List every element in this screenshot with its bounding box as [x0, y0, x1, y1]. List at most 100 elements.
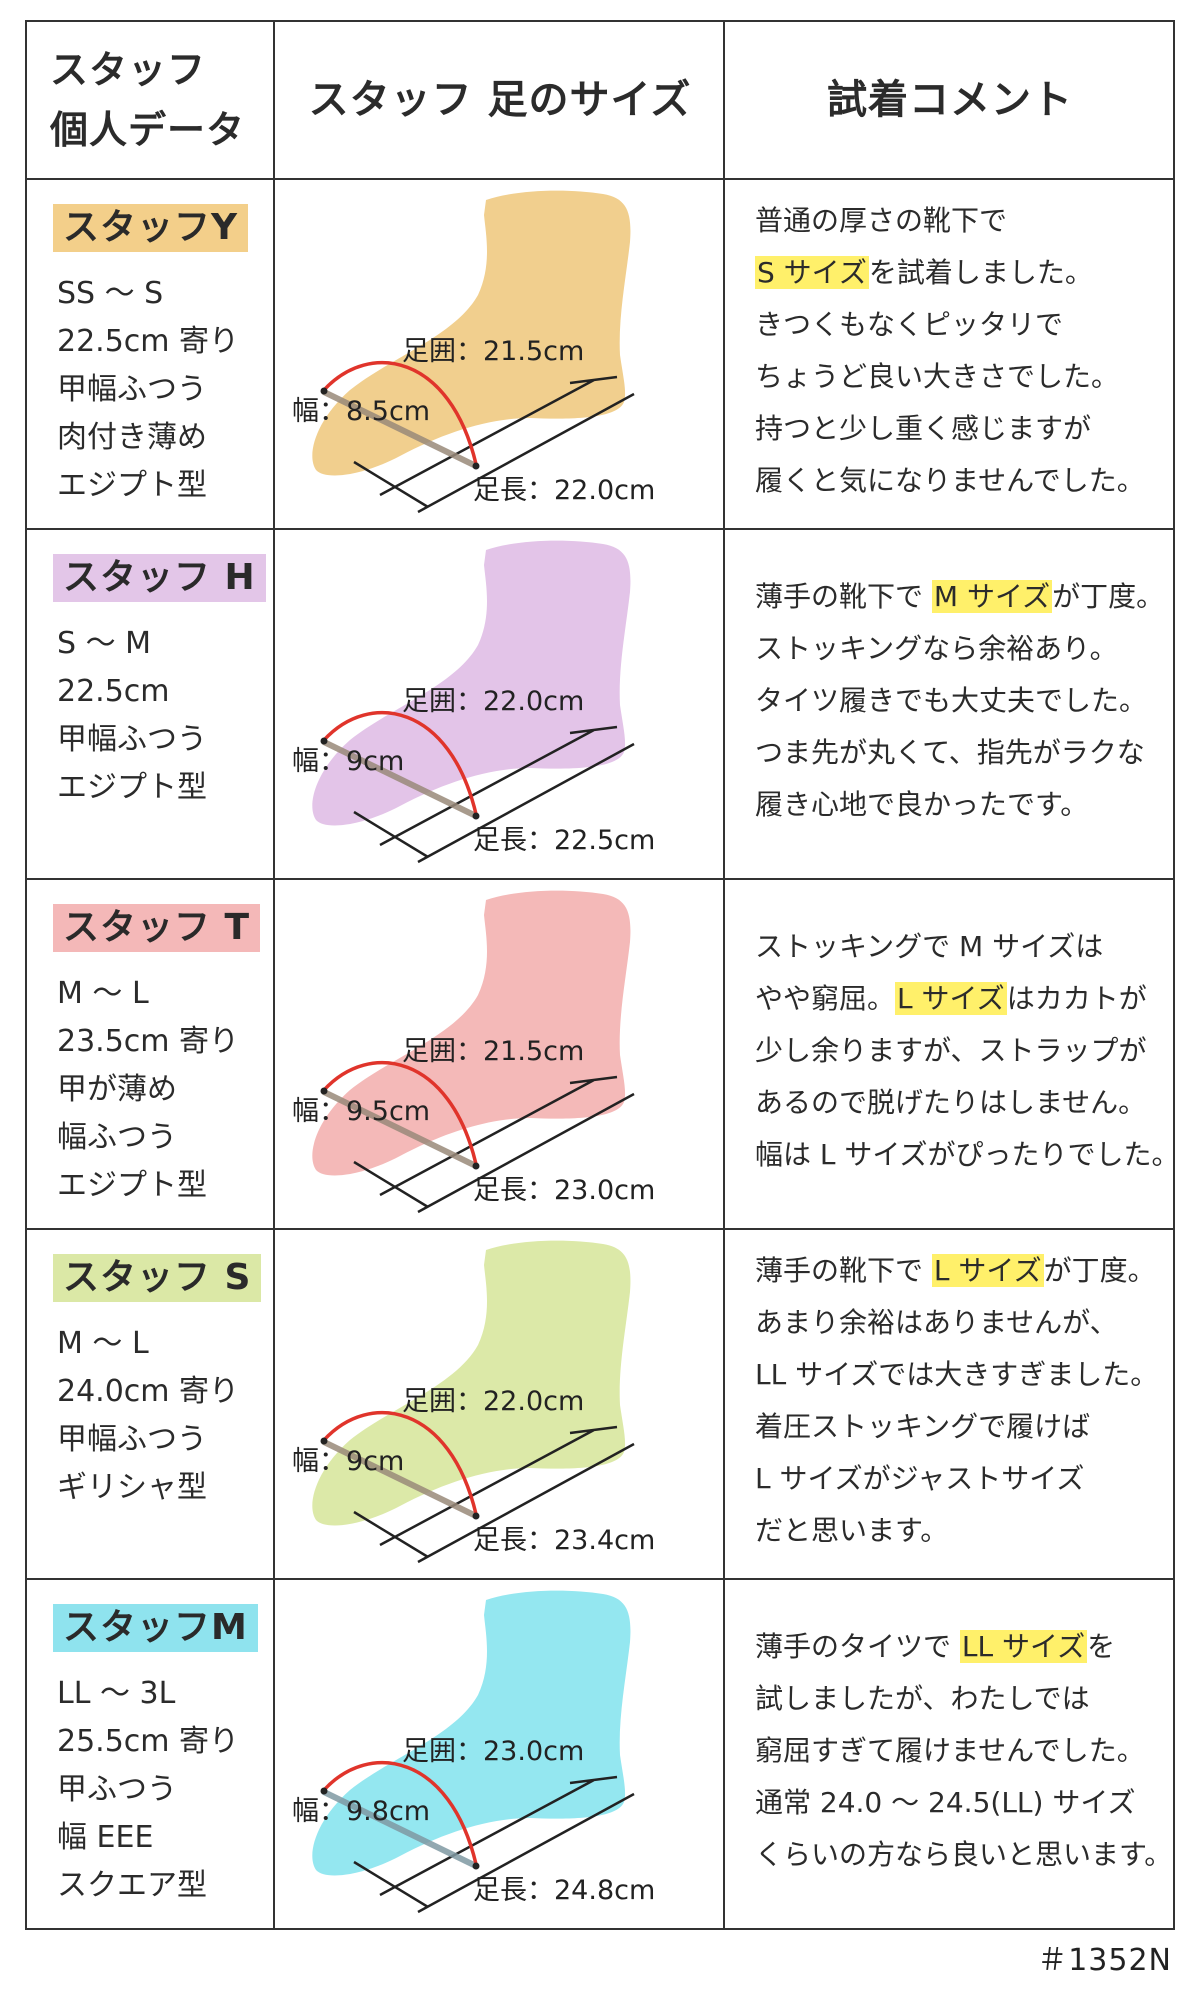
staff-trait: LL ～ 3L	[57, 1676, 176, 1711]
staff-traits-list: SS ～ S 22.5cm 寄り 甲幅ふつう 肉付き薄め エジプト型	[57, 270, 239, 510]
comment-text: 通常 24.0 ～ 24.5(LL) サイズ	[755, 1786, 1136, 1819]
comment-line: だと思います。	[755, 1505, 1158, 1557]
foot-length-label: 足長：22.5cm	[473, 825, 655, 856]
foot-girth-label: 足囲：23.0cm	[402, 1736, 584, 1767]
foot-silhouette	[312, 190, 631, 476]
item-code: ＃1352N	[1037, 1943, 1172, 1978]
foot-girth-arc	[322, 1060, 478, 1165]
foot-girth-label: 足囲：21.5cm	[402, 1036, 584, 1067]
comment-line: やや窮屈。L サイズはカカトが	[755, 973, 1180, 1025]
table-border-top	[25, 20, 1175, 22]
staff-trait: スクエア型	[57, 1868, 207, 1903]
comment-text: 履くと気になりませんでした。	[755, 464, 1145, 497]
size-highlight: L サイズ	[931, 1254, 1044, 1287]
staff-trait: 幅ふつう	[57, 1120, 177, 1155]
comment-line: 薄手のタイツで LL サイズを	[755, 1621, 1172, 1673]
staff-trait: 幅 EEE	[57, 1820, 154, 1855]
comment-text: 薄手の靴下で	[755, 1254, 932, 1287]
width-endpoint-dot	[472, 1512, 480, 1520]
width-endpoint-dot	[320, 1437, 328, 1445]
size-comparison-table: スタッフ 個人データ スタッフ 足のサイズ 試着コメント スタッフY SS ～ S…	[25, 20, 1180, 1930]
fitting-comment-cell: 薄手の靴下で M サイズが丁度。 ストッキングなら余裕あり。 タイツ履きでも大丈夫で…	[745, 530, 1175, 880]
comment-line: 薄手の靴下で M サイズが丁度。	[755, 571, 1164, 623]
width-endpoint-dot	[320, 1787, 328, 1795]
width-endpoint-dot	[320, 387, 328, 395]
table-border-bottom	[25, 1928, 1175, 1930]
comment-text: だと思います。	[755, 1514, 949, 1547]
header-personal-data: スタッフ 個人データ	[25, 20, 275, 180]
foot-width-line	[321, 389, 479, 469]
comment-line: くらいの方なら良いと思います。	[755, 1829, 1172, 1881]
comment-text: ストッキングで M サイズは	[755, 930, 1104, 963]
foot-measurement-diagram: 足囲：21.5cm 幅：9.5cm 足長：23.0cm	[280, 880, 740, 1230]
foot-width-label: 幅：9cm	[292, 746, 404, 777]
comment-line: 持つと少し重く感じますが	[755, 403, 1145, 455]
staff-trait: エジプト型	[57, 1168, 207, 1203]
foot-measurement-diagram: 足囲：21.5cm 幅：8.5cm 足長：22.0cm	[280, 180, 740, 530]
size-highlight: M サイズ	[931, 580, 1053, 613]
staff-trait: 肉付き薄め	[57, 420, 207, 455]
header-divider	[25, 178, 1175, 180]
fitting-comment-lines: 普通の厚さの靴下で S サイズを試着しました。 きつくもなくピッタリで ちょうど良い大…	[755, 195, 1145, 507]
comment-text: あるので脱げたりはしません。	[755, 1086, 1147, 1119]
width-endpoint-dot	[472, 1162, 480, 1170]
staff-trait: 22.5cm	[57, 674, 170, 709]
fitting-comment-cell: ストッキングで M サイズは やや窮屈。L サイズはカカトが 少し余りますが、ストラ…	[745, 880, 1180, 1230]
width-endpoint-dot	[320, 1087, 328, 1095]
foot-width-line	[321, 739, 479, 819]
foot-svg: 足囲：21.5cm 幅：8.5cm 足長：22.0cm	[292, 190, 655, 514]
staff-trait: 23.5cm 寄り	[57, 1024, 240, 1059]
foot-width-label: 幅：8.5cm	[292, 396, 430, 427]
staff-trait: S ～ M	[57, 626, 151, 661]
size-highlight: LL サイズ	[959, 1630, 1088, 1663]
comment-line: タイツ履きでも大丈夫でした。	[755, 675, 1164, 727]
comment-line: ストッキングで M サイズは	[755, 921, 1180, 973]
width-endpoint-dot	[472, 812, 480, 820]
foot-width-line	[321, 1439, 479, 1519]
fitting-comment-cell: 普通の厚さの靴下で S サイズを試着しました。 きつくもなくピッタリで ちょうど良い大…	[745, 180, 1175, 530]
staff-trait: M ～ L	[57, 976, 149, 1011]
staff-name-badge: スタッフ T	[53, 904, 261, 952]
foot-length-guide	[353, 725, 635, 864]
staff-name-badge: スタッフY	[53, 204, 249, 252]
comment-text: L サイズがジャストサイズ	[755, 1462, 1085, 1495]
comment-line: LL サイズでは大きすぎました。	[755, 1349, 1158, 1401]
fitting-comment-lines: ストッキングで M サイズは やや窮屈。L サイズはカカトが 少し余りますが、ストラ…	[755, 921, 1180, 1181]
comment-line: S サイズを試着しました。	[755, 247, 1145, 299]
staff-info-cell: スタッフ T M ～ L 23.5cm 寄り 甲が薄め幅ふつうエジプト型	[25, 880, 275, 1230]
staff-row: スタッフY SS ～ S 22.5cm 寄り 甲幅ふつう 肉付き薄め エジプト型 足囲：21…	[25, 180, 1175, 530]
foot-girth-label: 足囲：22.0cm	[402, 686, 584, 717]
foot-svg: 足囲：23.0cm 幅：9.8cm 足長：24.8cm	[292, 1590, 655, 1914]
foot-length-label: 足長：23.0cm	[473, 1175, 655, 1206]
staff-info-cell: スタッフ H S ～ M 22.5cm 甲幅ふつう エジプト型	[25, 530, 275, 880]
comment-line: あまり余裕はありませんが、	[755, 1297, 1158, 1349]
staff-info-cell: スタッフM LL ～ 3L 25.5cm 寄り 甲ふつう幅 EEE スクエア型	[25, 1580, 275, 1930]
foot-svg: 足囲：22.0cm 幅：9cm 足長：22.5cm	[292, 540, 655, 864]
comment-line: あるので脱げたりはしません。	[755, 1077, 1180, 1129]
comment-text: ちょうど良い大きさでした。	[755, 360, 1120, 393]
header-foot-size: スタッフ 足のサイズ	[275, 20, 725, 180]
header-personal-data-line2: 個人データ	[50, 108, 246, 152]
foot-silhouette	[312, 540, 631, 826]
column-divider-2	[723, 20, 725, 1930]
comment-line: 履き心地で良かったです。	[755, 779, 1164, 831]
size-highlight: S サイズ	[755, 256, 869, 289]
comment-text: 着圧ストッキングで履けば	[755, 1410, 1091, 1443]
fitting-comment-cell: 薄手のタイツで LL サイズを 試しましたが、わたしでは 窮屈すぎて履けませんでした…	[745, 1580, 1175, 1930]
staff-row: スタッフ S M ～ L 24.0cm 寄り 甲幅ふつう ギリシャ型 足囲：22.0cm 幅…	[25, 1230, 1175, 1580]
foot-length-label: 足長：24.8cm	[473, 1875, 655, 1906]
foot-length-label: 足長：22.0cm	[473, 475, 655, 506]
staff-trait: SS ～ S	[57, 276, 164, 311]
comment-text: やや窮屈。	[755, 982, 896, 1015]
comment-line: つま先が丸くて、指先がラクな	[755, 727, 1164, 779]
foot-length-guide	[353, 1775, 635, 1914]
comment-text: を試着しました。	[868, 256, 1093, 289]
staff-trait: 甲が薄め	[57, 1072, 177, 1107]
comment-text: 幅は L サイズがぴったりでした。	[755, 1138, 1180, 1171]
comment-text: つま先が丸くて、指先がラクな	[755, 736, 1145, 769]
foot-silhouette	[312, 1590, 631, 1876]
width-endpoint-dot	[472, 462, 480, 470]
comment-line: ストッキングなら余裕あり。	[755, 623, 1164, 675]
comment-line: 幅は L サイズがぴったりでした。	[755, 1129, 1180, 1181]
staff-name-badge: スタッフ S	[53, 1254, 262, 1302]
